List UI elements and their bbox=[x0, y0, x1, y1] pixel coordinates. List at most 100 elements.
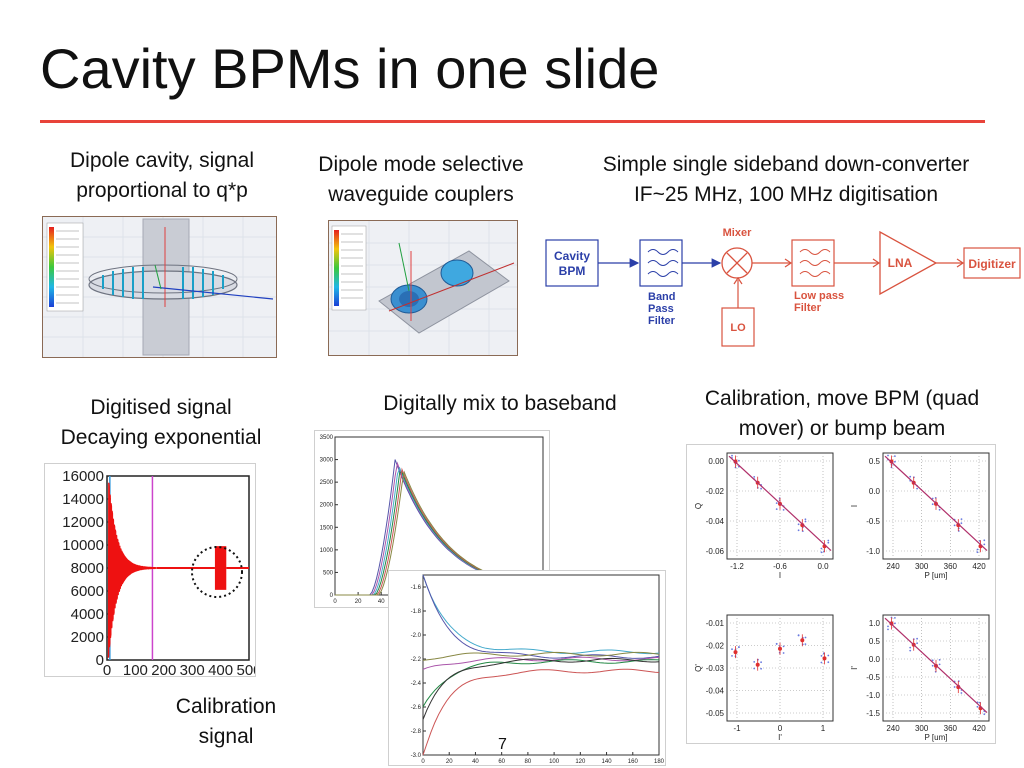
x-tick-label: 300 bbox=[180, 662, 205, 676]
cal-scatter-point bbox=[782, 645, 785, 648]
caption-downconverter: Simple single sideband down-converter IF… bbox=[556, 150, 1016, 210]
title-underline bbox=[40, 120, 985, 123]
cal-y-tick-label: -1.0 bbox=[866, 547, 880, 556]
cal-y-tick-label: -0.02 bbox=[706, 487, 725, 496]
cal-y-tick-label: 1.0 bbox=[869, 619, 881, 628]
cal-y-label: I bbox=[850, 505, 859, 507]
cal-scatter-point bbox=[909, 649, 912, 652]
cal-scatter-point bbox=[731, 454, 733, 457]
block-diagram-svg: Cavity BPM Band Pass Filter Mixer LO Low… bbox=[545, 227, 1021, 347]
y-tick-label: 3000 bbox=[320, 458, 334, 464]
cal-scatter-point bbox=[916, 642, 918, 645]
cal-scatter-point bbox=[797, 529, 800, 532]
cal-scatter-point bbox=[976, 551, 979, 554]
y-tick-label: -2.8 bbox=[411, 729, 422, 735]
lowpass-block bbox=[791, 239, 835, 287]
calibration-plots: 0.00 -0.02 -0.04 -0.06 -1.2 -0.6 0.0 I Q 0.5 0.0 -0… bbox=[686, 444, 996, 744]
baseband-amplitude-chart: 0500100015002000250030003500020406080100… bbox=[314, 430, 550, 608]
dipole-cavity-graphic bbox=[43, 217, 276, 357]
cavity-block bbox=[545, 239, 599, 287]
digitizer-label: Digitizer bbox=[968, 257, 1016, 271]
cal-scatter-point bbox=[827, 539, 830, 542]
y-tick-label: 1500 bbox=[320, 525, 334, 531]
cal-scatter-point bbox=[887, 625, 889, 628]
cal-scatter-point bbox=[804, 636, 807, 639]
caption-line: Simple single sideband down-converter bbox=[602, 153, 970, 176]
x-tick-label: 500 bbox=[236, 662, 255, 676]
cal-scatter-point bbox=[738, 459, 740, 462]
x-tick-label: 400 bbox=[208, 662, 233, 676]
y-tick-label: -2.0 bbox=[411, 633, 422, 639]
x-tick-label: 100 bbox=[549, 759, 560, 765]
cal-y-tick-label: -1.0 bbox=[866, 691, 880, 700]
x-tick-label: 40 bbox=[472, 759, 479, 765]
y-tick-label: -3.0 bbox=[411, 753, 422, 759]
cal-scatter-point bbox=[827, 661, 830, 664]
calibration-plots-svg: 0.00-0.02-0.04-0.06-1.2 -0.6 0.0IQ0.50.0-0… bbox=[694, 452, 990, 742]
cal-scatter-point bbox=[804, 520, 807, 523]
lo-block bbox=[721, 307, 755, 347]
cal-scatter-point bbox=[953, 686, 956, 688]
cal-scatter-point bbox=[775, 643, 778, 645]
caption-line: Dipole mode selective bbox=[318, 153, 524, 176]
cal-fit-line bbox=[728, 455, 832, 551]
cal-x-tick-label: 0 bbox=[778, 724, 783, 733]
y-tick-label: 10000 bbox=[62, 537, 104, 554]
cal-scatter-point bbox=[909, 475, 912, 478]
cal-scatter-point bbox=[782, 652, 785, 654]
phase-series bbox=[422, 574, 660, 659]
bandpass-block bbox=[639, 239, 683, 287]
lna-symbol bbox=[879, 230, 938, 296]
cal-scatter-point bbox=[960, 522, 963, 525]
y-tick-label: 8000 bbox=[71, 560, 104, 577]
x-tick-label: 40 bbox=[378, 599, 385, 605]
cal-scatter-point bbox=[827, 541, 830, 544]
cal-scatter-point bbox=[960, 692, 963, 694]
baseband-phase-svg: -1.6 -1.8 -2.0 -2.2 -2.4 -2.6 -2.8 -3.00 20 40 60 8… bbox=[411, 574, 665, 765]
y-tick-label: -1.8 bbox=[411, 609, 422, 615]
cal-x-tick-label: -1 bbox=[733, 724, 741, 733]
cal-scatter-point bbox=[731, 655, 733, 657]
phase-series bbox=[422, 656, 660, 670]
y-tick-label: 14000 bbox=[62, 491, 104, 508]
coupler-graphic bbox=[329, 221, 517, 355]
y-tick-label: 1000 bbox=[320, 548, 334, 554]
signal-trace bbox=[107, 482, 157, 658]
y-tick-label: -2.2 bbox=[411, 657, 422, 663]
caption-dipole-cavity: Dipole cavity, signal proportional to q*… bbox=[44, 146, 280, 206]
x-tick-label: 60 bbox=[498, 759, 505, 765]
cal-x-tick-label: 360 bbox=[944, 562, 958, 571]
cal-fit-line bbox=[884, 455, 988, 551]
cal-x-tick-label: 420 bbox=[972, 562, 986, 571]
x-tick-label: 140 bbox=[602, 759, 613, 765]
y-tick-label: 2000 bbox=[71, 629, 104, 646]
cal-scatter-point bbox=[916, 487, 918, 490]
cal-scatter-point bbox=[894, 455, 896, 457]
caption-line: Digitally mix to baseband bbox=[383, 392, 617, 415]
cal-scatter-point bbox=[797, 523, 800, 526]
mixer-label: Mixer bbox=[723, 227, 752, 239]
bandpass-label: Filter bbox=[648, 315, 676, 327]
y-tick-label: 500 bbox=[323, 570, 334, 576]
cal-scatter-point bbox=[753, 667, 756, 670]
cal-x-tick-label: 1 bbox=[821, 724, 826, 733]
y-tick-label: 16000 bbox=[62, 468, 104, 485]
cal-scatter-point bbox=[931, 503, 934, 506]
x-tick-label: 80 bbox=[525, 759, 532, 765]
cal-scatter-point bbox=[775, 508, 778, 510]
cavity-block-label: BPM bbox=[559, 264, 586, 278]
lna-label: LNA bbox=[888, 256, 913, 270]
cal-scatter-point bbox=[916, 637, 918, 640]
cal-scatter-point bbox=[804, 643, 807, 645]
lowpass-label: Filter bbox=[794, 302, 822, 314]
caption-line: proportional to q*p bbox=[76, 179, 248, 202]
cal-scatter-point bbox=[960, 518, 963, 520]
cal-y-tick-label: -0.04 bbox=[706, 687, 725, 696]
cal-x-tick-label: 240 bbox=[886, 724, 900, 733]
y-tick-label: -2.6 bbox=[411, 705, 422, 711]
x-tick-label: 200 bbox=[151, 662, 176, 676]
digitised-signal-svg: 0 2000 4000 6000 8000 10000 12000 14000 16000 0 10… bbox=[62, 468, 255, 676]
cal-scatter-point bbox=[894, 622, 896, 625]
cal-y-tick-label: -0.06 bbox=[706, 547, 725, 556]
caption-line: Decaying exponential bbox=[60, 426, 262, 449]
